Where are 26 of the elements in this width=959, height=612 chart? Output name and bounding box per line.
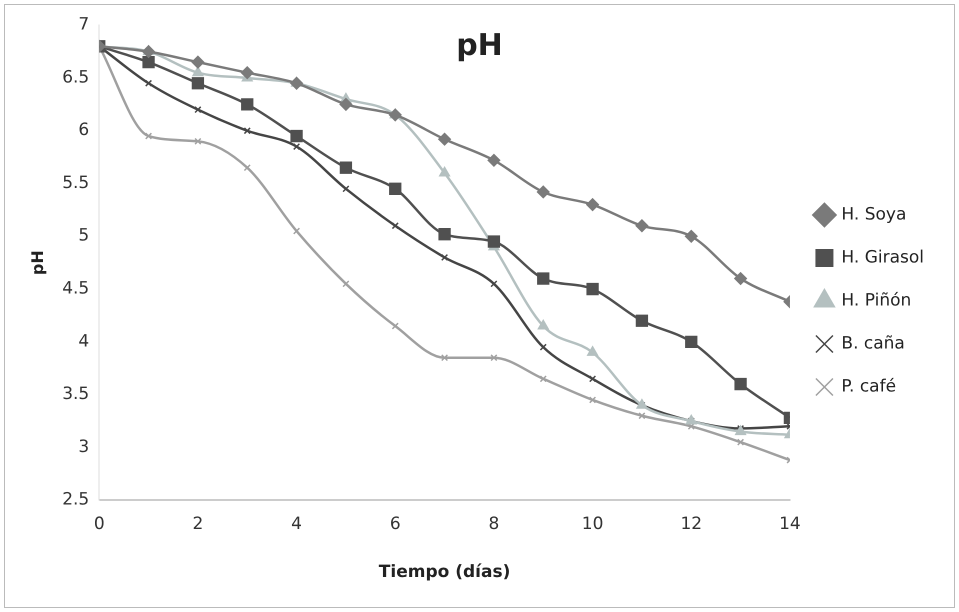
legend-label: H. Piñón <box>841 290 912 310</box>
x-tick-label: 4 <box>291 514 302 534</box>
y-tick-label: 6 <box>78 120 90 140</box>
y-tick-label: 3.5 <box>62 384 90 404</box>
x-axis-title: Tiempo (días) <box>378 562 510 582</box>
legend-label: H. Girasol <box>841 247 924 268</box>
x-tick-label: 14 <box>779 514 801 534</box>
x-tick-label: 0 <box>94 514 105 534</box>
y-tick-label: 3 <box>78 436 90 457</box>
legend-label: P. café <box>841 376 896 396</box>
x-tick-label: 2 <box>192 514 204 534</box>
y-axis-title: pH <box>28 250 47 276</box>
y-tick-label: 6.5 <box>62 67 90 88</box>
x-tick-label: 6 <box>390 514 401 534</box>
x-tick-label: 8 <box>488 514 500 534</box>
legend-label: B. caña <box>841 333 905 354</box>
x-tick-label: 10 <box>582 514 604 534</box>
y-tick-label: 5 <box>78 226 90 246</box>
y-tick-label: 4 <box>78 331 90 352</box>
y-tick-label: 7 <box>78 14 90 35</box>
y-tick-label: 5.5 <box>62 172 90 193</box>
y-tick-label: 4.5 <box>62 278 90 299</box>
x-tick-label: 12 <box>680 514 702 534</box>
y-tick-label: 2.5 <box>62 490 90 510</box>
legend-label: H. Soya <box>841 204 906 224</box>
chart-title: pH <box>456 28 503 63</box>
